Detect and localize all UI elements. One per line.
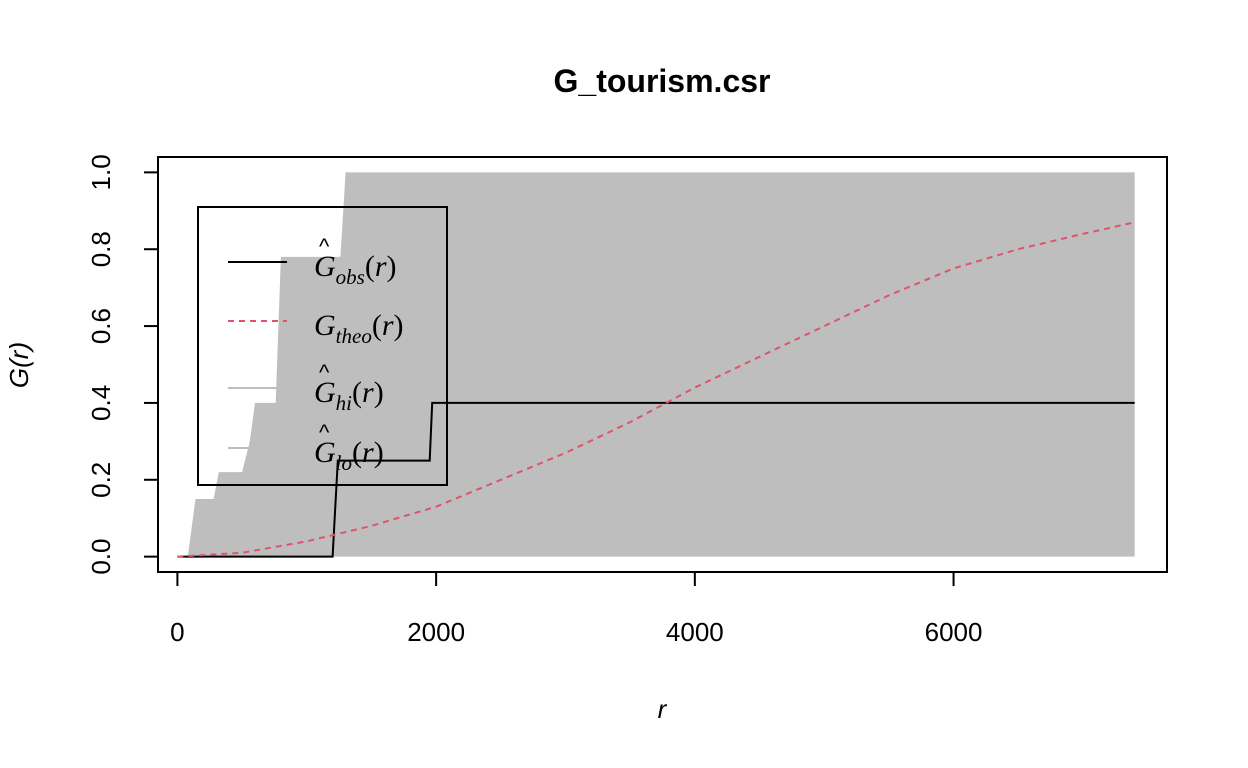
legend-label: Gobs(r) — [314, 250, 397, 289]
series-line-obs — [177, 401, 1135, 558]
y-tick-label: 0.0 — [86, 539, 116, 575]
x-axis: 0 2000 4000 6000 — [170, 571, 983, 647]
legend-hat-mark: ^ — [319, 360, 330, 385]
legend-box — [197, 206, 448, 486]
x-tick-label: 4000 — [666, 617, 724, 647]
legend-hat-mark: ^ — [319, 234, 330, 259]
legend: Gobs(r)^Gtheo(r)Ghi(r)^Glo(r)^ — [197, 206, 448, 486]
y-tick-label: 0.8 — [86, 231, 116, 267]
legend-item-theo: Gtheo(r) — [228, 309, 404, 348]
series-group — [177, 221, 1135, 558]
legend-hat-mark: ^ — [319, 420, 330, 445]
x-tick-label: 2000 — [407, 617, 465, 647]
legend-item-lo: Glo(r)^ — [228, 420, 384, 475]
x-axis-label: r — [658, 694, 668, 724]
legend-item-obs: Gobs(r)^ — [228, 234, 397, 289]
legend-item-hi: Ghi(r)^ — [228, 360, 384, 415]
legend-label: Glo(r) — [314, 436, 384, 475]
legend-label: Gtheo(r) — [314, 309, 404, 348]
x-tick-label: 0 — [170, 617, 184, 647]
y-tick-label: 1.0 — [86, 154, 116, 190]
y-tick-label: 0.4 — [86, 385, 116, 421]
y-tick-label: 0.6 — [86, 308, 116, 344]
x-tick-label: 6000 — [925, 617, 983, 647]
chart-title: G_tourism.csr — [554, 63, 771, 99]
y-axis: 0.0 0.2 0.4 0.6 0.8 1.0 — [86, 154, 159, 575]
y-tick-label: 0.2 — [86, 462, 116, 498]
y-axis-label: G(r) — [4, 342, 34, 388]
legend-label: Ghi(r) — [314, 376, 384, 415]
